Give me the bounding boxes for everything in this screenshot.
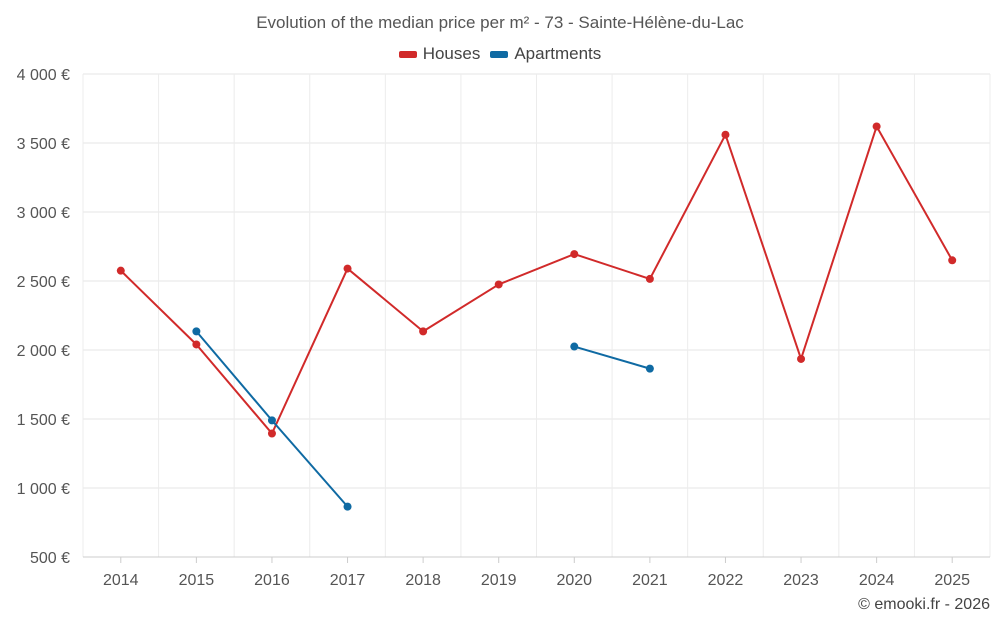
x-tick-label: 2020 — [556, 572, 592, 589]
chart-title: Evolution of the median price per m² - 7… — [256, 13, 744, 32]
legend-item-apartments[interactable]: Apartments — [490, 44, 601, 64]
y-tick-label: 3 000 € — [17, 205, 70, 222]
legend-label-apartments: Apartments — [514, 44, 602, 63]
data-point-houses[interactable] — [116, 266, 125, 275]
series-line-apartments — [574, 345, 651, 370]
credit-text: © emooki.fr - 2026 — [858, 596, 990, 613]
data-point-apartments[interactable] — [192, 327, 201, 336]
data-point-houses[interactable] — [419, 327, 428, 336]
data-point-houses[interactable] — [267, 429, 276, 438]
x-tick-label: 2016 — [254, 572, 290, 589]
data-point-houses[interactable] — [948, 256, 957, 265]
data-point-apartments[interactable] — [267, 416, 276, 425]
x-tick-label: 2018 — [405, 572, 441, 589]
y-tick-label: 1 500 € — [17, 412, 70, 429]
y-tick-label: 1 000 € — [17, 481, 70, 498]
x-tick-label: 2023 — [783, 572, 819, 589]
y-tick-label: 3 500 € — [17, 136, 70, 153]
data-point-houses[interactable] — [721, 130, 730, 139]
data-point-houses[interactable] — [797, 354, 806, 363]
data-point-houses[interactable] — [192, 340, 201, 349]
x-tick-label: 2014 — [103, 572, 139, 589]
legend-item-houses[interactable]: Houses — [398, 44, 481, 64]
y-tick-label: 500 € — [30, 550, 70, 567]
x-tick-label: 2024 — [859, 572, 895, 589]
data-point-houses[interactable] — [570, 250, 579, 259]
legend-swatch-houses — [398, 50, 417, 58]
data-point-houses[interactable] — [872, 122, 881, 131]
y-tick-label: 4 000 € — [17, 67, 70, 84]
y-tick-label: 2 000 € — [17, 343, 70, 360]
x-tick-label: 2022 — [708, 572, 744, 589]
data-point-apartments[interactable] — [645, 364, 654, 373]
x-tick-label: 2015 — [179, 572, 215, 589]
x-tick-label: 2019 — [481, 572, 517, 589]
data-point-apartments[interactable] — [343, 502, 352, 511]
series-line-houses — [120, 125, 954, 435]
legend-swatch-apartments — [490, 50, 509, 58]
legend-label-houses: Houses — [422, 44, 481, 63]
y-tick-label: 2 500 € — [17, 274, 70, 291]
legend: Houses Apartments — [0, 44, 1000, 64]
data-point-houses[interactable] — [343, 264, 352, 273]
data-point-apartments[interactable] — [570, 342, 579, 351]
x-tick-label: 2017 — [330, 572, 366, 589]
x-tick-label: 2025 — [934, 572, 970, 589]
data-point-houses[interactable] — [494, 280, 503, 289]
data-point-houses[interactable] — [645, 274, 654, 283]
x-tick-label: 2021 — [632, 572, 668, 589]
